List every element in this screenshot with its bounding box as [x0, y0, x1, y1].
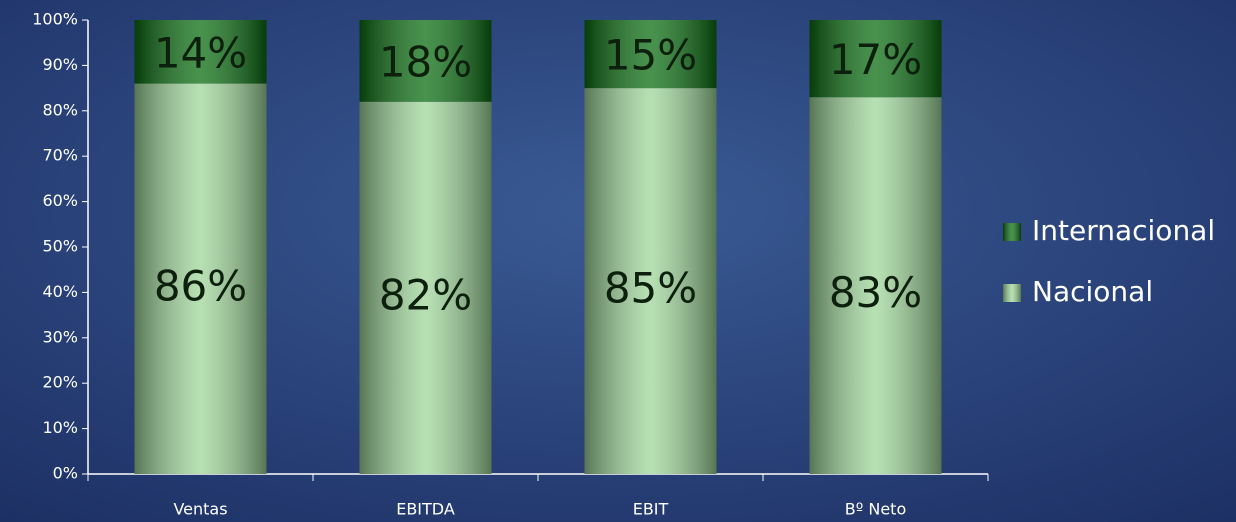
data-label: 85% [604, 264, 697, 313]
data-label: 18% [379, 37, 472, 86]
data-label: 17% [829, 35, 922, 84]
y-tick-label: 100% [32, 10, 78, 29]
legend-label: Nacional [1032, 275, 1153, 308]
y-tick-label: 60% [42, 191, 78, 210]
data-label: 82% [379, 270, 472, 319]
y-tick-label: 90% [42, 55, 78, 74]
data-label: 14% [154, 28, 247, 77]
x-tick-label: Ventas [173, 500, 227, 519]
y-tick-label: 0% [53, 464, 78, 483]
legend-swatch-shade [1003, 223, 1021, 241]
x-tick-label: EBIT [633, 500, 669, 519]
data-label: 15% [604, 31, 697, 80]
y-tick-label: 50% [42, 237, 78, 256]
y-tick-label: 80% [42, 100, 78, 119]
x-tick-label: EBITDA [396, 500, 455, 519]
y-tick-label: 10% [42, 418, 78, 437]
legend-label: Internacional [1032, 214, 1215, 247]
y-tick-label: 20% [42, 373, 78, 392]
y-tick-label: 40% [42, 282, 78, 301]
y-tick-label: 30% [42, 327, 78, 346]
data-label: 86% [154, 261, 247, 310]
y-tick-label: 70% [42, 146, 78, 165]
x-tick-label: Bº Neto [845, 500, 906, 519]
legend-swatch-shade [1003, 284, 1021, 302]
data-label: 83% [829, 268, 922, 317]
